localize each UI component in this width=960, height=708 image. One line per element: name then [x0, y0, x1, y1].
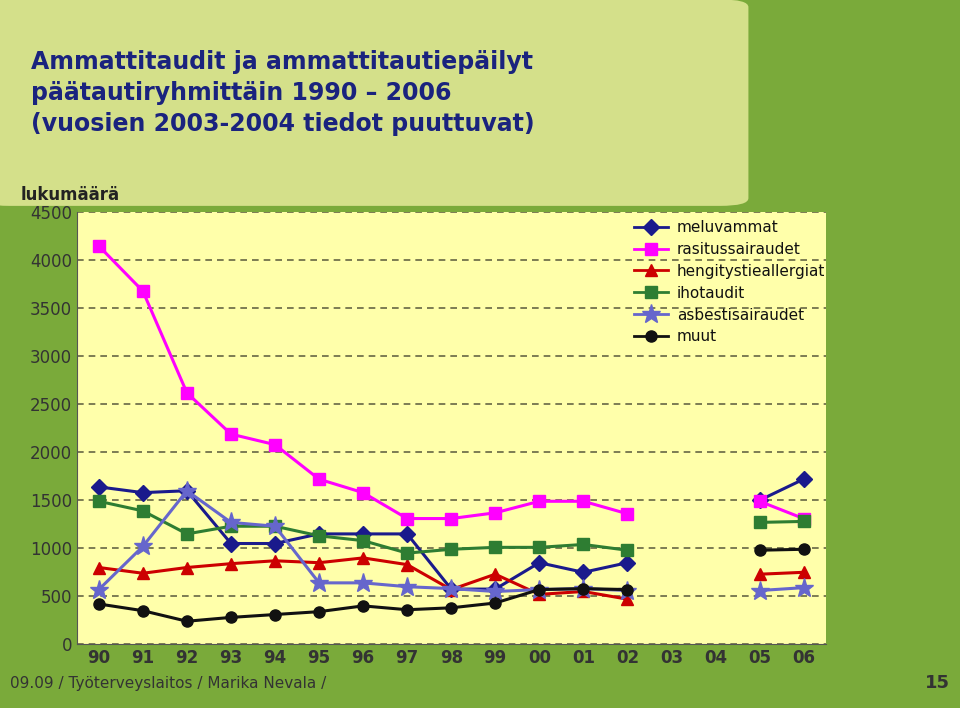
FancyBboxPatch shape [0, 0, 749, 206]
Text: 09.09 / Työterveyslaitos / Marika Nevala /: 09.09 / Työterveyslaitos / Marika Nevala… [10, 675, 325, 691]
Text: Ammattitaudit ja ammattitautiepäilyt
päätautiryhmittäin 1990 – 2006
(vuosien 200: Ammattitaudit ja ammattitautiepäilyt pää… [31, 50, 535, 136]
Text: lukumäärä: lukumäärä [20, 186, 120, 205]
Text: 15: 15 [925, 674, 950, 692]
Legend: meluvammat, rasitussairaudet, hengitystieallergiat, ihotaudit, asbestisairaudet,: meluvammat, rasitussairaudet, hengitysti… [635, 220, 826, 344]
